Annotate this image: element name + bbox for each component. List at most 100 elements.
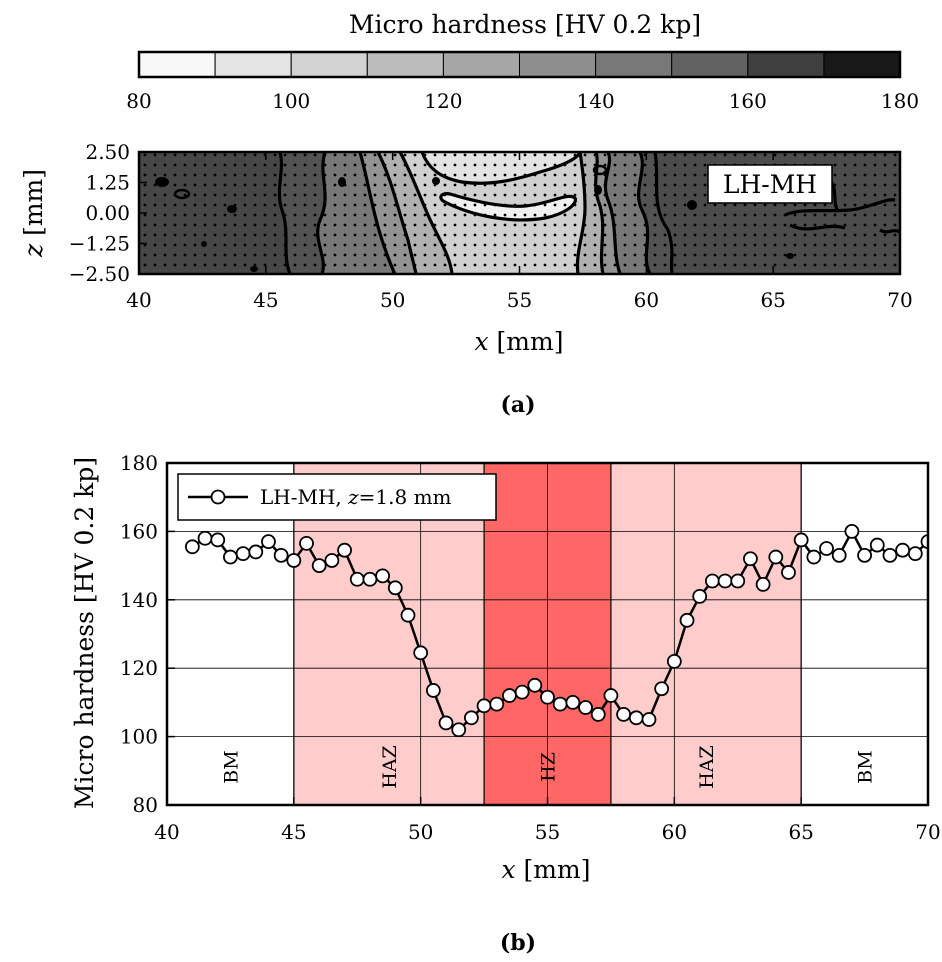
panel-b-caption: (b) — [500, 930, 536, 956]
contour-line-13 — [784, 198, 896, 217]
data-point — [324, 553, 340, 568]
colorbar-step — [366, 51, 444, 78]
data-point — [616, 706, 631, 722]
panel-a-xlabel: x [mm] — [475, 327, 564, 356]
panel-a-xtick-label: 40 — [126, 288, 151, 312]
panel-a-ytick-label: −2.50 — [69, 262, 130, 286]
data-point — [628, 710, 644, 726]
colorbar-tick-label: 140 — [577, 89, 615, 113]
data-point — [895, 542, 911, 558]
heatmap-blob-8 — [594, 185, 602, 195]
data-point — [349, 571, 365, 587]
heatmap-blob-6 — [338, 177, 346, 187]
data-point — [223, 549, 238, 565]
data-point — [400, 607, 416, 623]
legend: LH-MH, z=1.8 mm — [177, 473, 497, 521]
data-point — [489, 696, 505, 712]
panel-a-ytick-label: 2.50 — [85, 140, 130, 164]
heatmap-blob-10 — [786, 253, 794, 259]
data-point — [184, 539, 200, 555]
legend-prefix: LH-MH, — [260, 485, 348, 509]
panel-b-xtick-label: 45 — [281, 820, 306, 844]
colorbar-tick-label: 180 — [881, 89, 919, 113]
contour-line-6 — [420, 152, 582, 185]
data-point — [882, 547, 898, 563]
data-point — [654, 681, 670, 697]
panel-b-ytick-label: 120 — [120, 656, 158, 680]
panel-a-xtick-label: 55 — [507, 288, 532, 312]
panel-a: Micro hardness [HV 0.2 kp] 80 100 120 140 16… — [19, 10, 919, 418]
panel-a-xtick-label: 45 — [253, 288, 278, 312]
contour-line-3 — [358, 152, 397, 274]
contour-line-4 — [376, 152, 418, 274]
colorbar — [137, 50, 902, 79]
panel-b-xlabel-unit: [mm] — [516, 855, 591, 884]
panel-b-ytick-label: 100 — [120, 725, 158, 749]
data-point — [502, 688, 517, 703]
data-point — [337, 542, 352, 558]
panel-a-xtick-label: 70 — [887, 288, 912, 312]
colorbar-step — [290, 51, 368, 78]
panel-b-xtick-label: 60 — [662, 820, 687, 844]
panel-b: BM HAZ HZ HAZ BM 40 45 50 55 60 65 70 80 100 120 140 16… — [70, 451, 941, 956]
heatmap-blob-5 — [250, 266, 258, 272]
heatmap-blob-3 — [227, 205, 237, 213]
data-point — [641, 712, 657, 727]
data-point — [819, 541, 834, 556]
data-point — [565, 695, 581, 710]
data-point — [806, 549, 822, 565]
panel-b-xlabel: x [mm] — [502, 855, 591, 884]
contour-line-1 — [277, 152, 292, 274]
legend-marker — [210, 489, 226, 505]
panel-b-xlabel-var: x — [502, 855, 516, 884]
panel-a-xtick-label: 65 — [760, 288, 785, 312]
data-point — [248, 544, 264, 560]
data-point — [514, 684, 530, 700]
zone-band — [610, 463, 802, 805]
colorbar-step — [747, 51, 825, 78]
zone-label: BM — [855, 750, 877, 783]
colorbar-step — [138, 51, 216, 78]
data-point — [692, 588, 708, 604]
colorbar-tick-label: 120 — [424, 89, 462, 113]
data-point — [552, 696, 568, 712]
data-point — [717, 573, 733, 589]
data-point — [210, 532, 226, 548]
data-point — [451, 722, 467, 738]
contour-line-16 — [879, 228, 900, 234]
heatmap-blob-4 — [201, 241, 207, 247]
panel-a-xlabel-unit: [mm] — [489, 327, 564, 356]
data-point — [273, 547, 289, 563]
data-point — [869, 537, 885, 553]
contour-line-8 — [575, 152, 587, 274]
data-point — [781, 565, 796, 580]
data-point — [755, 577, 771, 592]
contour-line-2 — [316, 152, 327, 274]
panel-a-xtick-label: 60 — [634, 288, 659, 312]
panel-a-caption: (a) — [500, 392, 535, 418]
data-point — [286, 553, 302, 568]
contour-line-14 — [789, 223, 846, 231]
panel-b-ytick-label: 160 — [120, 519, 158, 543]
colorbar-step — [823, 51, 901, 78]
panel-a-ylabel: z [mm] — [19, 169, 48, 258]
panel-a-ylabel-unit: [mm] — [19, 169, 48, 244]
colorbar-tick-label: 80 — [126, 89, 151, 113]
panel-b-ticks: 40 45 50 55 60 65 70 80 100 120 140 160 180 — [120, 451, 941, 844]
panel-a-ytick-label: 1.25 — [85, 171, 130, 195]
panel-b-ytick-label: 180 — [120, 451, 158, 475]
data-point — [438, 715, 454, 731]
zone-label: HZ — [538, 752, 560, 782]
data-point — [311, 558, 327, 573]
colorbar-tick-label: 100 — [272, 89, 310, 113]
data-point — [907, 546, 923, 562]
contour-line-5 — [398, 152, 454, 274]
data-point — [299, 535, 314, 551]
colorbar-tick-label: 160 — [729, 89, 767, 113]
data-point — [540, 689, 555, 705]
zone-label: HAZ — [696, 745, 718, 789]
panel-b-xtick-label: 40 — [154, 820, 179, 844]
data-point — [375, 568, 391, 584]
contour-line-7 — [439, 192, 577, 222]
legend-label: LH-MH, z=1.8 mm — [260, 485, 452, 509]
